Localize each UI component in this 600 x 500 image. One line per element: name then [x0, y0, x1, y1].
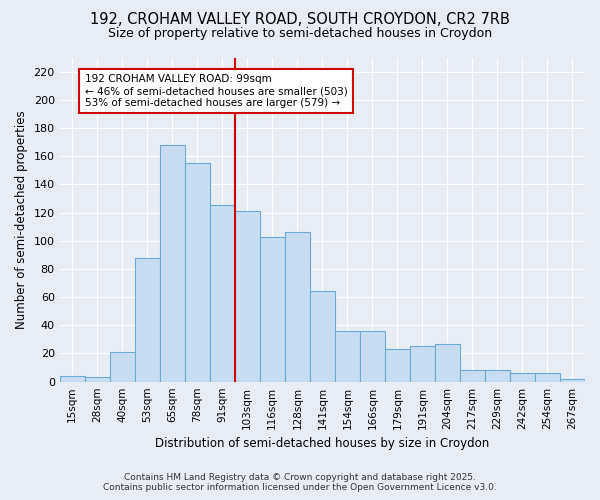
Bar	[160, 145, 185, 382]
Y-axis label: Number of semi-detached properties: Number of semi-detached properties	[15, 110, 28, 329]
Bar	[485, 370, 510, 382]
Bar	[260, 236, 285, 382]
Bar	[560, 379, 585, 382]
Bar	[435, 344, 460, 382]
Bar	[410, 346, 435, 382]
Bar	[310, 292, 335, 382]
Bar	[85, 378, 110, 382]
Bar	[510, 373, 535, 382]
Text: 192 CROHAM VALLEY ROAD: 99sqm
← 46% of semi-detached houses are smaller (503)
53: 192 CROHAM VALLEY ROAD: 99sqm ← 46% of s…	[85, 74, 347, 108]
Text: Size of property relative to semi-detached houses in Croydon: Size of property relative to semi-detach…	[108, 28, 492, 40]
Text: 192, CROHAM VALLEY ROAD, SOUTH CROYDON, CR2 7RB: 192, CROHAM VALLEY ROAD, SOUTH CROYDON, …	[90, 12, 510, 28]
Bar	[110, 352, 135, 382]
X-axis label: Distribution of semi-detached houses by size in Croydon: Distribution of semi-detached houses by …	[155, 437, 490, 450]
Text: Contains HM Land Registry data © Crown copyright and database right 2025.
Contai: Contains HM Land Registry data © Crown c…	[103, 473, 497, 492]
Bar	[185, 163, 210, 382]
Bar	[535, 373, 560, 382]
Bar	[235, 211, 260, 382]
Bar	[385, 350, 410, 382]
Bar	[59, 376, 85, 382]
Bar	[360, 331, 385, 382]
Bar	[135, 258, 160, 382]
Bar	[460, 370, 485, 382]
Bar	[210, 206, 235, 382]
Bar	[335, 331, 360, 382]
Bar	[285, 232, 310, 382]
